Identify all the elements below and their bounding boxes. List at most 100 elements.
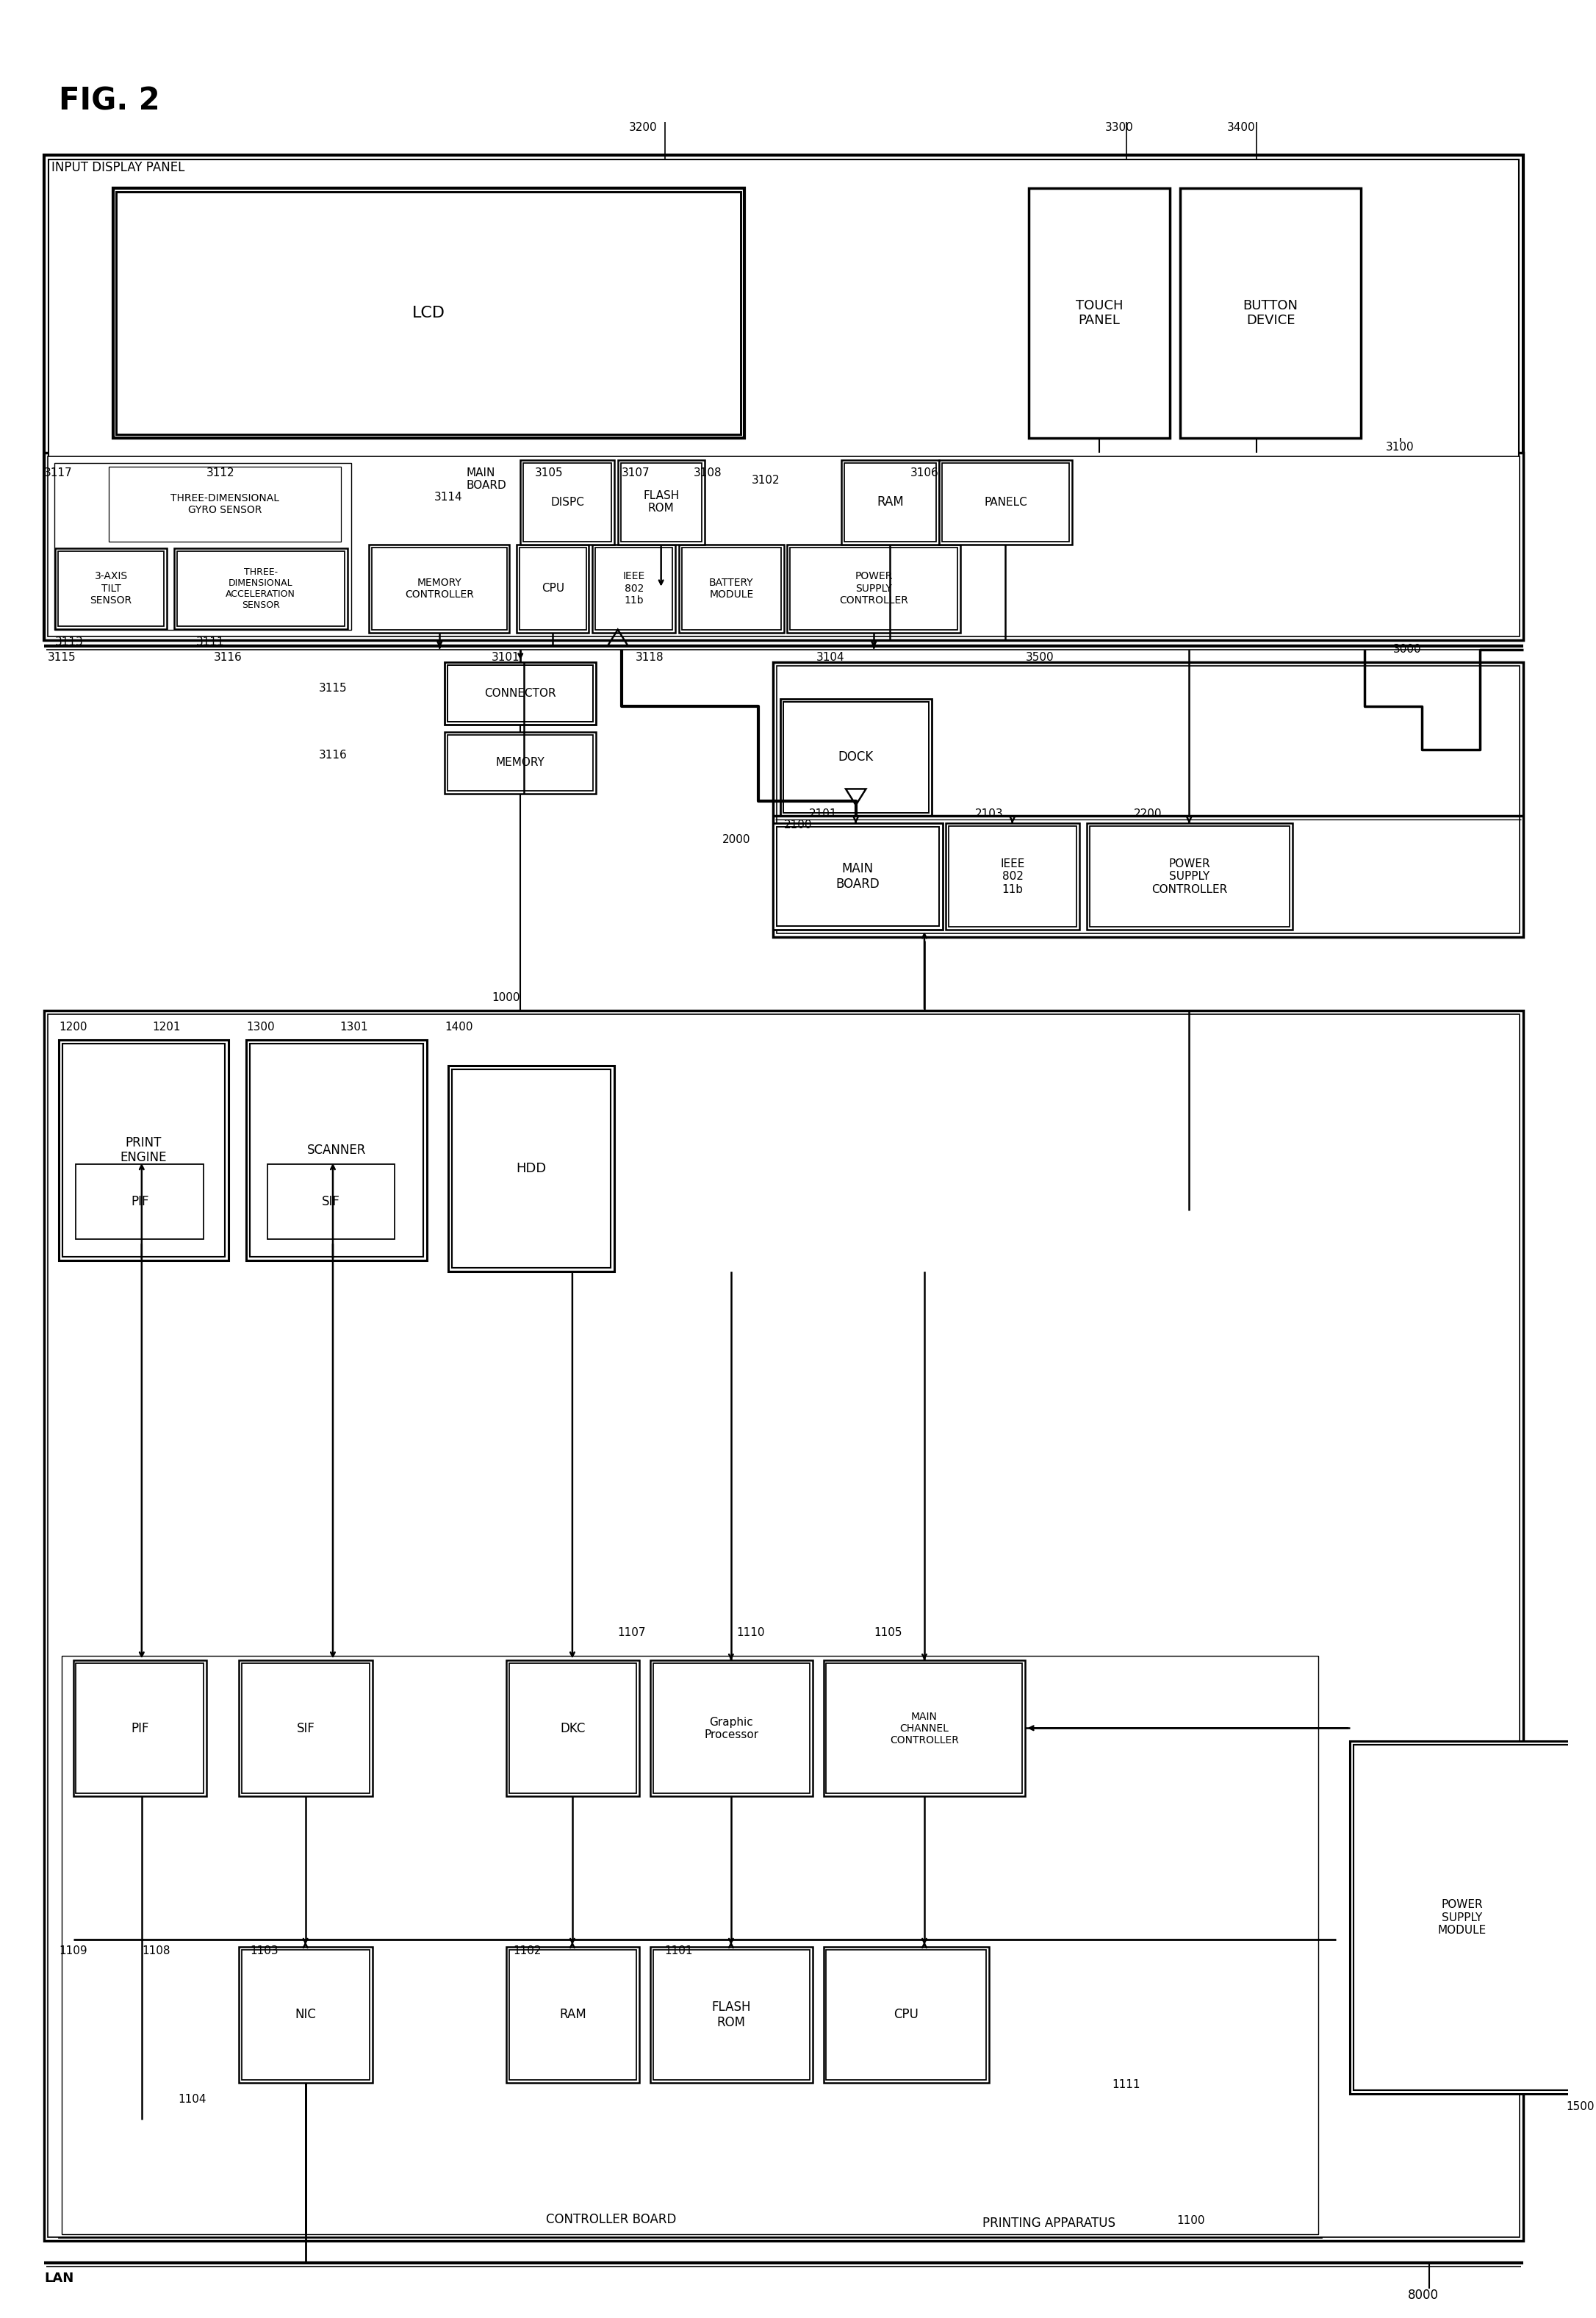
Bar (267, 1164, 394, 1240)
Bar (73, 1660, 206, 1796)
Text: Graphic
Processor: Graphic Processor (704, 1718, 758, 1741)
Bar (680, 545, 784, 633)
Bar (506, 1660, 640, 1796)
Text: 3113: 3113 (56, 635, 83, 647)
Text: 3300: 3300 (1104, 123, 1133, 132)
Bar (827, 1664, 1023, 1794)
Text: 3101: 3101 (492, 651, 520, 663)
Text: 3106: 3106 (910, 468, 938, 478)
Text: FLASH
ROM: FLASH ROM (643, 491, 680, 515)
Bar (243, 1664, 370, 1794)
Bar (62, 1655, 1318, 2235)
Bar (59, 1041, 228, 1261)
Text: DOCK: DOCK (838, 751, 873, 765)
Bar (54, 464, 351, 630)
Text: POWER
SUPPLY
CONTROLLER: POWER SUPPLY CONTROLLER (839, 573, 908, 605)
Text: BATTERY
MODULE: BATTERY MODULE (709, 577, 753, 600)
Bar (509, 1949, 637, 2079)
Text: 1109: 1109 (59, 1945, 88, 1956)
Bar (265, 1161, 397, 1242)
Bar (117, 192, 741, 433)
Text: FLASH
ROM: FLASH ROM (712, 2000, 752, 2028)
Text: THREE-DIMENSIONAL
GYRO SENSOR: THREE-DIMENSIONAL GYRO SENSOR (171, 494, 279, 515)
Text: 3-AXIS
TILT
SENSOR: 3-AXIS TILT SENSOR (89, 573, 132, 605)
Bar (777, 665, 1519, 934)
Text: 3112: 3112 (206, 468, 235, 478)
Bar (45, 452, 1523, 640)
Text: CONTROLLER BOARD: CONTROLLER BOARD (546, 2214, 677, 2225)
Bar (59, 1653, 1321, 2237)
Text: MEMORY: MEMORY (496, 758, 544, 767)
Bar (650, 1947, 812, 2084)
Text: MAIN
CHANNEL
CONTROLLER: MAIN CHANNEL CONTROLLER (891, 1711, 959, 1745)
Text: 1110: 1110 (737, 1627, 764, 1639)
Bar (447, 735, 594, 790)
Text: SCANNER: SCANNER (306, 1143, 365, 1157)
Text: THREE-
DIMENSIONAL
ACCELERATION
SENSOR: THREE- DIMENSIONAL ACCELERATION SENSOR (227, 568, 295, 610)
Text: RAM: RAM (876, 496, 903, 508)
Text: 1101: 1101 (664, 1945, 693, 1956)
Text: 2101: 2101 (809, 809, 838, 821)
Text: 3108: 3108 (694, 468, 721, 478)
Bar (787, 545, 961, 633)
Text: INPUT DISPLAY PANEL: INPUT DISPLAY PANEL (51, 160, 185, 174)
Bar (105, 464, 343, 545)
Bar (650, 1660, 812, 1796)
Bar (447, 665, 594, 721)
Bar (239, 1660, 372, 1796)
Bar (653, 1949, 809, 2079)
Text: IEEE
802
11b: IEEE 802 11b (622, 573, 645, 605)
Text: 3104: 3104 (816, 651, 844, 663)
Text: CPU: CPU (541, 582, 565, 593)
Bar (372, 547, 506, 630)
Text: 2200: 2200 (1133, 809, 1162, 821)
Bar (517, 545, 589, 633)
Bar (57, 552, 164, 626)
Bar (48, 160, 1519, 635)
Bar (777, 828, 938, 927)
Bar (109, 466, 342, 542)
Bar (621, 464, 702, 542)
Bar (653, 1664, 809, 1794)
Bar (780, 698, 932, 816)
Text: 1301: 1301 (340, 1022, 369, 1034)
Bar (520, 459, 614, 545)
Text: 1111: 1111 (1112, 2079, 1140, 2091)
Bar (243, 1949, 370, 2079)
Text: 3114: 3114 (434, 491, 463, 503)
Bar (113, 188, 744, 438)
Bar (448, 1066, 614, 1270)
Bar (452, 1069, 611, 1268)
Text: 1300: 1300 (246, 1022, 275, 1034)
Bar (506, 1947, 640, 2084)
Text: SIF: SIF (297, 1722, 314, 1736)
Text: 1200: 1200 (59, 1022, 88, 1034)
Text: RAM: RAM (559, 2007, 586, 2021)
Bar (841, 459, 938, 545)
Text: 3105: 3105 (535, 468, 563, 478)
Bar (520, 547, 586, 630)
Text: 2000: 2000 (723, 834, 750, 846)
Text: MEMORY
CONTROLLER: MEMORY CONTROLLER (405, 577, 474, 600)
Text: 3500: 3500 (1025, 651, 1053, 663)
Text: SIF: SIF (322, 1196, 340, 1208)
Bar (772, 823, 942, 930)
Bar (1090, 825, 1290, 927)
Bar (938, 459, 1073, 545)
Bar (45, 1011, 1523, 2242)
Bar (445, 732, 597, 795)
Bar (445, 663, 597, 723)
Text: POWER
SUPPLY
CONTROLLER: POWER SUPPLY CONTROLLER (1152, 858, 1227, 895)
Text: DKC: DKC (560, 1722, 586, 1736)
Text: LAN: LAN (45, 2272, 73, 2286)
Bar (824, 1947, 990, 2084)
Text: 3115: 3115 (48, 651, 77, 663)
Bar (595, 547, 672, 630)
Text: MAIN: MAIN (466, 468, 495, 478)
Bar (77, 1164, 204, 1240)
Bar (618, 459, 704, 545)
Bar (790, 547, 958, 630)
Bar (369, 545, 509, 633)
Text: 1102: 1102 (514, 1945, 541, 1956)
Bar (251, 1043, 423, 1256)
